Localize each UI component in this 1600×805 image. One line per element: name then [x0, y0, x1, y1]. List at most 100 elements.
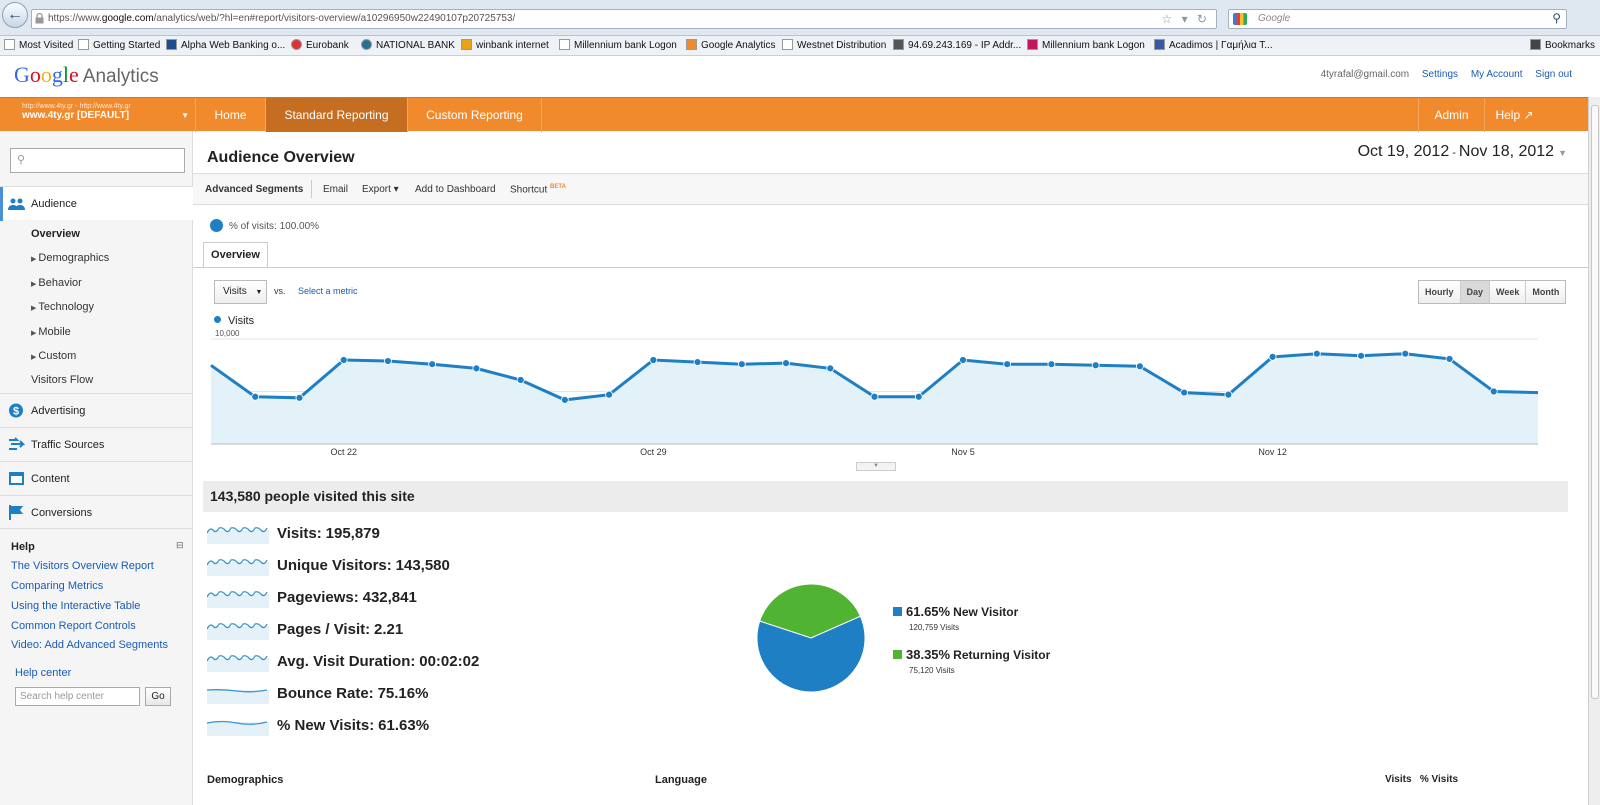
data-point[interactable] — [1224, 390, 1233, 399]
pie-slice-new-visitor[interactable] — [756, 615, 866, 693]
hourly-button[interactable]: Hourly — [1419, 281, 1460, 303]
advanced-segments-button[interactable]: Advanced Segments — [205, 184, 304, 195]
sidebar-subitem-technology[interactable]: ▶ Technology — [31, 301, 95, 313]
star-icon[interactable]: ☆ ▾ ↻ — [1161, 12, 1210, 26]
google-search-engine-icon[interactable] — [1233, 13, 1247, 25]
help-center-link[interactable]: Help center — [15, 667, 72, 679]
google-analytics-logo[interactable]: Google Analytics — [14, 62, 159, 88]
pie-slice-returning-visitor[interactable] — [759, 583, 862, 639]
search-bar[interactable]: Google ⚲ — [1228, 9, 1567, 29]
help-search-input[interactable]: Search help center — [15, 687, 140, 706]
data-point[interactable] — [472, 364, 481, 373]
data-point[interactable] — [251, 392, 260, 401]
bookmark-item[interactable]: 94.69.243.169 - IP Addr... — [893, 39, 1021, 51]
export-button[interactable]: Export ▾ — [362, 184, 399, 195]
help-link[interactable]: Comparing Metrics — [11, 580, 104, 592]
data-point[interactable] — [1003, 360, 1012, 369]
scrollbar-thumb[interactable] — [1591, 105, 1599, 699]
data-point[interactable] — [384, 357, 392, 365]
bookmark-item[interactable]: Getting Started — [78, 39, 160, 51]
data-point[interactable] — [826, 364, 835, 373]
help-link[interactable]: Common Report Controls — [11, 620, 136, 632]
data-point[interactable] — [1489, 387, 1498, 396]
data-point[interactable] — [560, 396, 569, 404]
sidebar-item-audience[interactable]: Audience — [0, 186, 193, 221]
bookmark-item[interactable]: Millennium bank Logon — [1027, 39, 1145, 51]
bookmark-item[interactable]: Eurobank — [291, 39, 349, 51]
sidebar-subitem-visitors-flow[interactable]: Visitors Flow — [31, 374, 94, 386]
sidebar-item-conversions[interactable]: Conversions — [0, 495, 193, 529]
help-go-button[interactable]: Go — [145, 687, 171, 706]
data-point[interactable] — [1136, 362, 1144, 371]
sidebar-subitem-overview[interactable]: Overview — [31, 228, 80, 240]
bookmark-item[interactable]: Acadimos | Γαμήλια Τ... — [1154, 39, 1273, 51]
month-button[interactable]: Month — [1525, 281, 1566, 303]
data-point[interactable] — [870, 392, 879, 401]
shortcut-button[interactable]: Shortcut BETA — [510, 184, 566, 196]
help-link[interactable]: The Visitors Overview Report — [11, 560, 154, 572]
data-point[interactable] — [605, 390, 614, 399]
sidebar-subitem-mobile[interactable]: ▶ Mobile — [31, 326, 71, 338]
data-point[interactable] — [295, 393, 304, 402]
day-button[interactable]: Day — [1459, 281, 1490, 303]
bookmark-item[interactable]: Westnet Distribution — [782, 39, 886, 51]
sidebar-item-advertising[interactable]: $ Advertising — [0, 393, 193, 427]
sign-out-link[interactable]: Sign out — [1535, 69, 1572, 80]
language-heading[interactable]: Language — [655, 774, 707, 786]
sidebar-search-input[interactable]: ⚲ — [10, 148, 185, 173]
bookmark-item[interactable]: Most Visited — [4, 39, 73, 51]
visitor-type-pie-chart[interactable] — [753, 580, 869, 696]
data-point[interactable] — [1091, 361, 1100, 370]
data-point[interactable] — [1312, 349, 1321, 358]
sidebar-subitem-demographics[interactable]: ▶ Demographics — [31, 252, 110, 264]
bookmark-item[interactable]: NATIONAL BANK — [361, 39, 455, 51]
bookmark-item[interactable]: Alpha Web Banking o... — [166, 39, 285, 51]
tab-custom-reporting[interactable]: Custom Reporting — [407, 98, 542, 132]
bookmark-item[interactable]: Google Analytics — [686, 39, 776, 51]
bookmark-item[interactable]: Millennium bank Logon — [559, 39, 677, 51]
address-bar[interactable]: https://www.google.com/analytics/web/?hl… — [31, 9, 1217, 29]
data-point[interactable] — [428, 360, 437, 369]
data-point[interactable] — [1268, 352, 1277, 361]
sidebar-subitem-custom[interactable]: ▶ Custom — [31, 350, 77, 362]
sidebar-subitem-behavior[interactable]: ▶ Behavior — [31, 277, 82, 289]
visits-column-header[interactable]: Visits — [1385, 774, 1412, 785]
settings-link[interactable]: Settings — [1421, 69, 1459, 80]
tab-home[interactable]: Home — [195, 98, 265, 132]
page-scrollbar[interactable] — [1588, 97, 1600, 805]
tab-help[interactable]: Help ↗ — [1484, 98, 1544, 132]
data-point[interactable] — [1357, 351, 1365, 360]
week-button[interactable]: Week — [1489, 281, 1526, 303]
data-point[interactable] — [737, 360, 746, 369]
add-to-dashboard-button[interactable]: Add to Dashboard — [415, 184, 496, 195]
metric-select[interactable]: Visits ▼ — [214, 280, 267, 304]
help-link[interactable]: Video: Add Advanced Segments — [11, 639, 168, 651]
data-point[interactable] — [339, 356, 348, 364]
select-metric-link[interactable]: Select a metric — [298, 286, 358, 296]
tab-admin[interactable]: Admin — [1418, 98, 1484, 132]
sidebar-item-content[interactable]: Content — [0, 461, 193, 495]
back-arrow-icon[interactable]: ← — [2, 2, 28, 28]
tab-overview[interactable]: Overview — [203, 242, 268, 268]
data-point[interactable] — [959, 356, 967, 364]
data-point[interactable] — [1401, 349, 1410, 358]
data-point[interactable] — [1180, 388, 1189, 397]
chart-resize-handle[interactable]: ▼ — [856, 462, 896, 471]
data-point[interactable] — [693, 358, 702, 366]
data-point[interactable] — [649, 356, 658, 364]
bookmark-item[interactable]: winbank internet — [461, 39, 549, 51]
search-icon[interactable]: ⚲ — [1552, 11, 1561, 25]
data-point[interactable] — [1047, 360, 1056, 369]
data-point[interactable] — [914, 392, 923, 401]
account-selector[interactable]: http://www.4ty.gr - http://www.4ty.gr ww… — [0, 98, 195, 132]
bookmarks-menu[interactable]: Bookmarks — [1530, 39, 1595, 51]
data-point[interactable] — [516, 376, 525, 384]
date-range-picker[interactable]: Oct 19, 2012- Nov 18, 2012 ▼ — [1357, 143, 1567, 160]
help-link[interactable]: Using the Interactive Table — [11, 600, 141, 612]
data-point[interactable] — [782, 359, 790, 368]
collapse-icon[interactable]: ⊟ — [176, 540, 184, 550]
my-account-link[interactable]: My Account — [1470, 69, 1523, 80]
data-point[interactable] — [1445, 355, 1454, 363]
pct-visits-column-header[interactable]: % Visits — [1419, 774, 1459, 785]
